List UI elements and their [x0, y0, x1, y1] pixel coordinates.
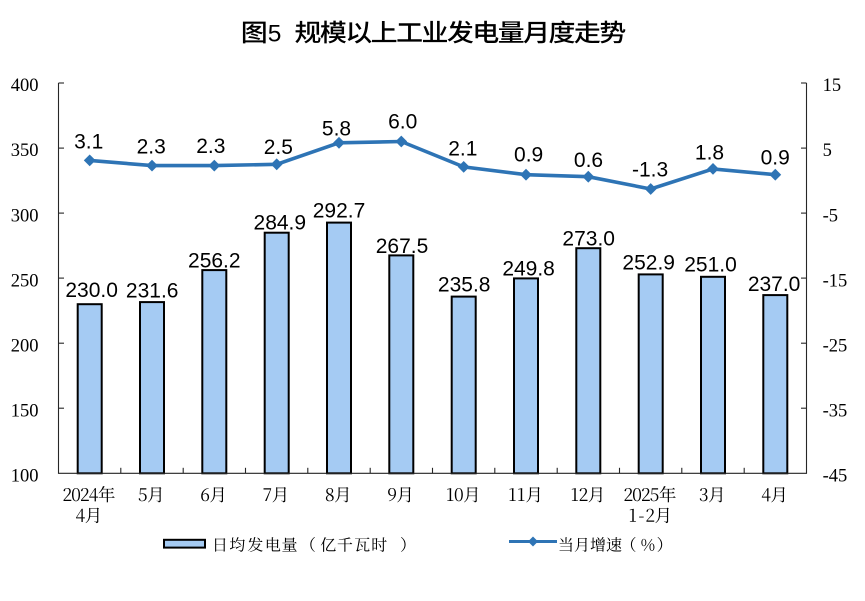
svg-text:-25: -25	[823, 336, 848, 356]
svg-text:6.0: 6.0	[388, 110, 417, 133]
svg-text:-45: -45	[823, 467, 848, 487]
svg-text:252.9: 252.9	[622, 251, 675, 274]
svg-text:231.6: 231.6	[126, 279, 179, 302]
svg-text:1.8: 1.8	[695, 141, 724, 164]
svg-text:250: 250	[11, 271, 39, 291]
svg-text:2.5: 2.5	[264, 136, 293, 159]
svg-text:267.5: 267.5	[376, 235, 429, 258]
svg-text:5.8: 5.8	[322, 117, 351, 140]
svg-text:150: 150	[11, 401, 39, 421]
svg-text:249.8: 249.8	[502, 257, 555, 280]
svg-text:350: 350	[11, 141, 39, 161]
svg-text:2.1: 2.1	[448, 138, 477, 161]
svg-text:300: 300	[11, 206, 39, 226]
svg-text:-15: -15	[823, 271, 848, 291]
svg-text:-35: -35	[823, 401, 848, 421]
svg-text:200: 200	[11, 336, 39, 356]
svg-text:-1.3: -1.3	[632, 158, 668, 181]
svg-text:5: 5	[268, 20, 282, 47]
svg-text:100: 100	[11, 467, 39, 487]
svg-text:292.7: 292.7	[313, 199, 366, 222]
svg-text:15: 15	[823, 76, 842, 96]
svg-text:-5: -5	[823, 206, 838, 226]
svg-text:3.1: 3.1	[74, 130, 103, 153]
svg-text:273.0: 273.0	[562, 228, 615, 251]
svg-text:0.9: 0.9	[761, 147, 790, 170]
svg-text:235.8: 235.8	[438, 274, 491, 297]
svg-text:284.9: 284.9	[254, 211, 307, 234]
svg-text:400: 400	[11, 76, 39, 96]
svg-text:230.0: 230.0	[65, 279, 118, 302]
svg-text:0.9: 0.9	[514, 143, 543, 166]
svg-text:2.3: 2.3	[137, 135, 166, 158]
svg-text:2.3: 2.3	[196, 135, 225, 158]
svg-text:251.0: 251.0	[684, 254, 737, 277]
svg-text:0.6: 0.6	[574, 149, 603, 172]
svg-text:237.0: 237.0	[748, 273, 801, 296]
svg-text:5: 5	[823, 141, 832, 161]
svg-text:256.2: 256.2	[188, 250, 241, 273]
